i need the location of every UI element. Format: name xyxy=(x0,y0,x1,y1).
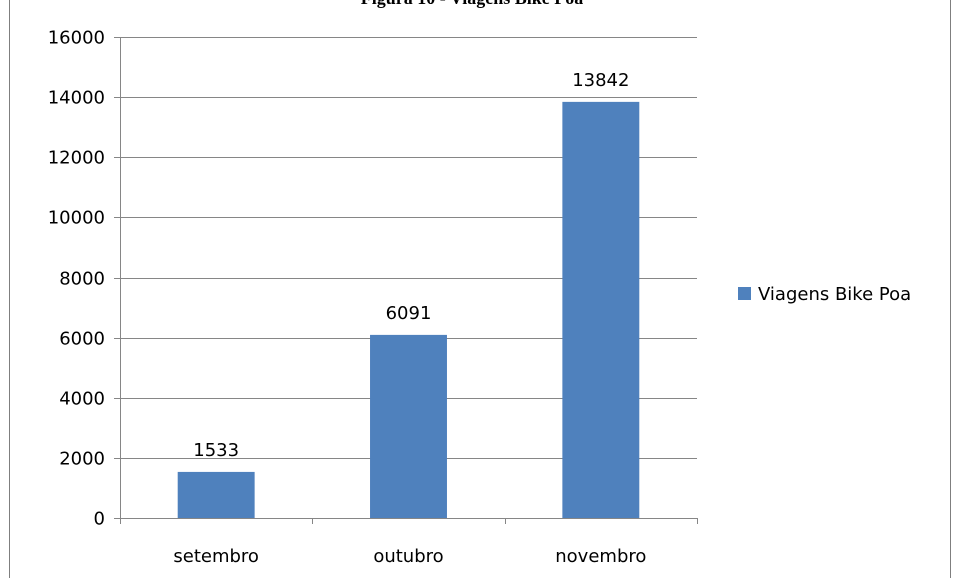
data-label: 1533 xyxy=(193,440,239,461)
bar xyxy=(370,334,447,518)
y-tick-label: 0 xyxy=(94,509,105,530)
y-tick-label: 4000 xyxy=(59,389,105,410)
legend: Viagens Bike Poa xyxy=(738,284,911,305)
data-label: 6091 xyxy=(386,303,432,324)
y-tick-label: 2000 xyxy=(59,449,105,470)
y-tick-label: 16000 xyxy=(48,28,105,49)
data-labels: 1533 6091 13842 xyxy=(193,70,629,461)
y-tick-label: 10000 xyxy=(48,208,105,229)
legend-swatch xyxy=(738,287,751,300)
bars xyxy=(177,101,640,518)
x-tick-label: setembro xyxy=(173,546,259,567)
data-label: 13842 xyxy=(572,70,629,91)
y-tick-label: 14000 xyxy=(48,88,105,109)
y-tick-label: 12000 xyxy=(48,148,105,169)
bar xyxy=(562,101,640,518)
legend-label: Viagens Bike Poa xyxy=(758,284,911,305)
y-tick-label: 6000 xyxy=(59,329,105,350)
axes: 0 2000 4000 6000 8000 10000 12000 14000 16000 set… xyxy=(48,28,698,567)
x-tick-label: novembro xyxy=(555,546,646,567)
y-tick-label: 8000 xyxy=(59,269,105,290)
bar xyxy=(177,471,255,518)
x-tick-label: outubro xyxy=(373,546,443,567)
chart-title: Figura 10 - Viagens Bike Poa xyxy=(361,0,584,8)
